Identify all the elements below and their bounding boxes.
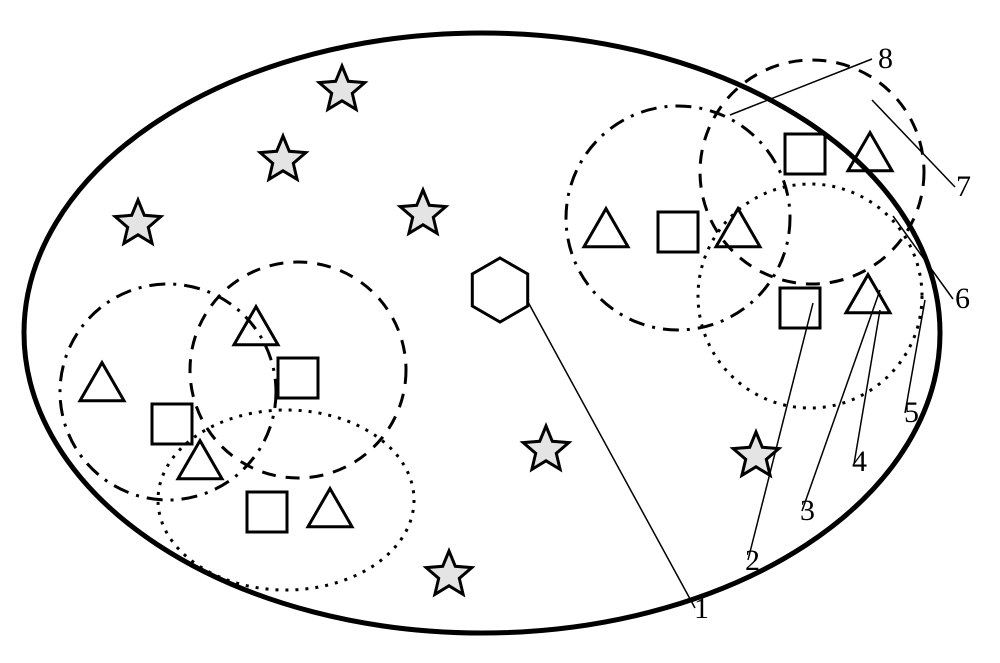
outer-ellipse xyxy=(24,33,940,633)
callout-number: 3 xyxy=(800,494,815,528)
square-icon xyxy=(247,492,287,532)
triangle-icon xyxy=(308,489,352,527)
callout-number: 4 xyxy=(852,445,867,479)
callout-number: 1 xyxy=(694,592,709,626)
leader-line xyxy=(872,100,955,187)
callout-number: 7 xyxy=(956,170,971,204)
star-icon xyxy=(400,190,446,233)
square-icon xyxy=(658,212,698,252)
triangle-icon xyxy=(848,133,892,171)
leader-line xyxy=(893,216,953,299)
triangle-icon xyxy=(80,363,124,401)
star-icon xyxy=(733,432,779,475)
triangle-icon xyxy=(234,307,278,345)
leader-line xyxy=(854,310,880,464)
square-icon xyxy=(278,358,318,398)
triangle-icon xyxy=(178,441,222,479)
square-icon xyxy=(785,134,825,174)
star-icon xyxy=(115,200,161,243)
star-icon xyxy=(523,426,569,469)
square-icon xyxy=(152,404,192,444)
triangle-icon xyxy=(584,209,628,247)
square-icon xyxy=(780,288,820,328)
cluster-circle xyxy=(60,284,276,500)
callout-number: 8 xyxy=(878,42,893,76)
triangle-icon xyxy=(846,275,890,313)
star-icon xyxy=(260,136,306,179)
hexagon-icon xyxy=(472,258,527,322)
leader-line xyxy=(730,59,872,115)
callout-number: 2 xyxy=(745,544,760,578)
callout-number: 5 xyxy=(904,396,919,430)
star-icon xyxy=(426,551,472,594)
leader-line xyxy=(802,290,880,511)
star-icon xyxy=(319,66,365,109)
cluster-circle xyxy=(190,262,406,478)
callout-number: 6 xyxy=(955,282,970,316)
